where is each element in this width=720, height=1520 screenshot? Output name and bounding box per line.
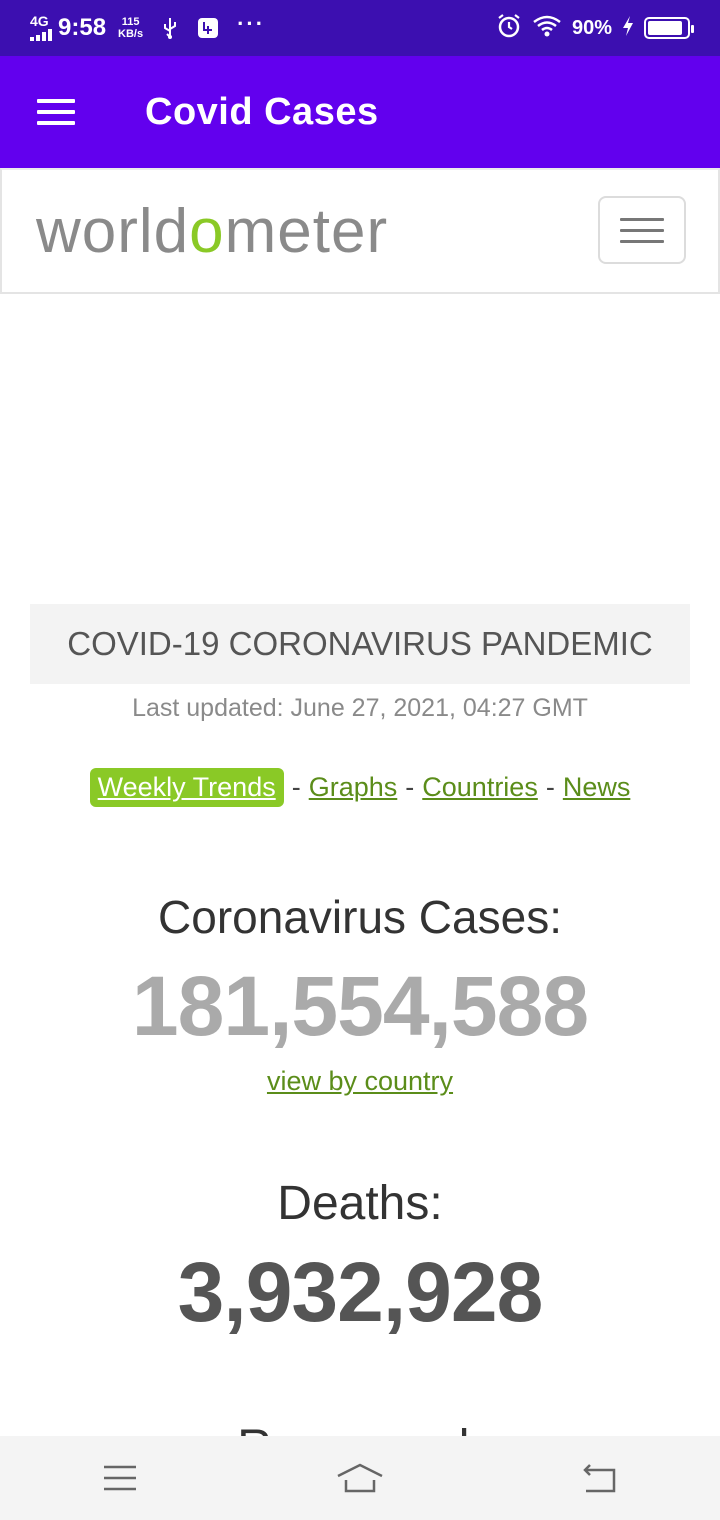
news-link[interactable]: News <box>562 772 631 802</box>
deaths-count: 3,932,928 <box>177 1245 544 1339</box>
graphs-link[interactable]: Graphs <box>308 772 398 802</box>
recent-apps-button[interactable] <box>60 1436 180 1520</box>
status-bar: 4G 9:58 115 KB/s ··· 90% <box>0 0 720 56</box>
cases-count: 181,554,588 <box>131 959 589 1053</box>
deaths-label: Deaths: <box>277 1177 443 1230</box>
menu-lines-icon <box>104 1465 136 1491</box>
menu-button[interactable] <box>0 56 112 168</box>
logo-text-end: meter <box>224 196 389 266</box>
charging-icon <box>622 15 634 42</box>
link-separator: - <box>405 772 415 802</box>
network-speed: 115 KB/s <box>118 16 143 40</box>
system-nav-bar <box>0 1436 720 1520</box>
logo-text-start: world <box>36 196 190 266</box>
link-separator: - <box>545 772 555 802</box>
view-by-country-link[interactable]: view by country <box>266 1066 454 1096</box>
site-header: worldometer <box>0 168 720 294</box>
back-button[interactable] <box>540 1436 660 1520</box>
back-icon <box>583 1464 616 1493</box>
pandemic-banner: COVID-19 CORONAVIRUS PANDEMIC <box>30 604 690 684</box>
network-type: 4G <box>30 13 49 29</box>
logo-text-o: o <box>189 196 225 266</box>
more-notifications-icon: ··· <box>237 11 266 36</box>
recovered-label: Recovered: <box>0 1420 720 1440</box>
status-right: 90% <box>496 13 694 44</box>
speed-value: 115 <box>121 16 140 28</box>
last-updated: Last updated: June 27, 2021, 04:27 GMT <box>132 694 588 722</box>
app-title: Covid Cases <box>145 90 379 133</box>
signal-indicator: 4G <box>30 13 52 41</box>
usb-icon <box>161 17 179 39</box>
banner-title: COVID-19 CORONAVIRUS PANDEMIC <box>67 625 653 662</box>
speed-unit: KB/s <box>118 28 144 40</box>
battery-level <box>648 21 683 35</box>
home-button[interactable] <box>300 1436 420 1520</box>
wifi-icon <box>532 14 562 43</box>
home-icon <box>337 1463 383 1493</box>
worldometer-logo[interactable]: worldometer <box>36 196 388 267</box>
cases-label: Coronavirus Cases: <box>158 891 562 943</box>
countries-link[interactable]: Countries <box>422 772 538 802</box>
signal-icon <box>30 29 52 41</box>
battery-percent: 90% <box>571 16 612 39</box>
link-separator: - <box>291 772 301 802</box>
app-bar: Covid Cases <box>0 56 720 168</box>
weekly-trends-link[interactable]: Weekly Trends <box>89 768 284 807</box>
section-links: Weekly Trends - Graphs - Countries - New… <box>0 768 720 807</box>
alarm-icon <box>496 13 522 44</box>
app-notification-icon <box>197 17 219 39</box>
view-by-country: view by country <box>0 1066 720 1097</box>
hamburger-icon <box>37 92 75 132</box>
clock: 9:58 <box>58 14 107 41</box>
site-menu-toggle-button[interactable] <box>598 196 686 264</box>
battery-icon <box>644 17 694 39</box>
